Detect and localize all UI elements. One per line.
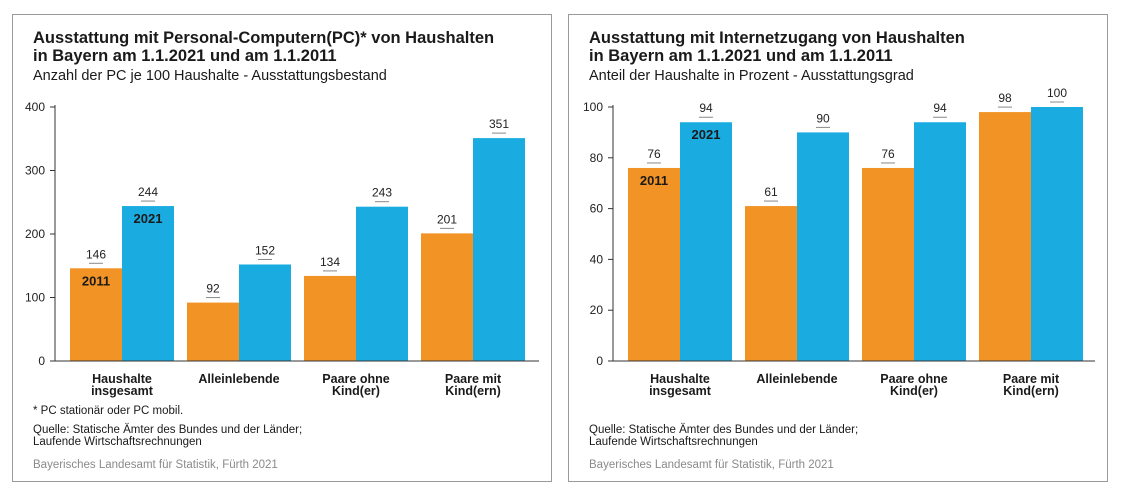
series-label-2021: 2021 (134, 211, 163, 226)
internet-bar-chart: 0 20 40 60 80 100 76 2011 94 2021 Haushalteinsgesa… (583, 86, 1095, 398)
data-label: 351 (489, 117, 509, 131)
y-tick-label: 100 (25, 291, 45, 305)
data-label: 76 (881, 147, 895, 161)
category-label: Kind(er) (890, 384, 938, 398)
y-tick-label: 400 (25, 100, 45, 114)
bar-2011 (979, 112, 1031, 361)
category-label: insgesamt (649, 384, 712, 398)
data-label: 92 (206, 282, 220, 296)
bar-2021 (680, 122, 732, 362)
data-label: 76 (647, 147, 661, 161)
bar-2021 (473, 138, 525, 361)
data-label: 94 (699, 101, 713, 115)
y-tick-label: 0 (596, 354, 603, 368)
data-label: 152 (255, 243, 275, 257)
bar-2011 (70, 268, 122, 361)
publisher-credit: Bayerisches Landesamt für Statistik, Für… (589, 459, 834, 471)
source-line-2: Laufende Wirtschaftsrechnungen (33, 436, 202, 448)
data-label: 243 (372, 186, 392, 200)
y-tick-label: 200 (25, 227, 45, 241)
category-label: insgesamt (91, 384, 154, 398)
internet-chart-panel: Ausstattung mit Internetzugang von Haush… (568, 14, 1108, 482)
category-label: Paare ohne (880, 372, 947, 386)
series-label-2011: 2011 (640, 173, 668, 188)
data-label: 134 (320, 255, 340, 269)
bar-2011 (628, 167, 680, 361)
bar-2011 (187, 302, 239, 361)
data-label: 146 (86, 247, 106, 261)
title-line-1: Ausstattung mit Internetzugang von Haush… (589, 29, 965, 47)
chart-title: Ausstattung mit Internetzugang von Haush… (589, 29, 1099, 65)
y-tick-label: 100 (583, 100, 603, 114)
pc-chart-panel: Ausstattung mit Personal-Computern(PC)* … (12, 14, 552, 482)
pc-bar-chart: 0 100 200 300 400 146 2011 244 2021 Haushalteinsg… (25, 100, 539, 398)
data-label: 100 (1047, 86, 1067, 100)
category-label: Alleinlebende (756, 372, 837, 386)
title-line-2: in Bayern am 1.1.2021 und am 1.1.2011 (33, 47, 337, 65)
category-label: Paare mit (1003, 372, 1060, 386)
footnote: * PC stationär oder PC mobil. (33, 405, 184, 417)
data-label: 90 (816, 111, 830, 125)
source-line-1: Quelle: Statische Ämter des Bundes und d… (589, 424, 859, 436)
series-label-2011: 2011 (82, 273, 110, 288)
chart-title: Ausstattung mit Personal-Computern(PC)* … (33, 29, 543, 65)
bar-2021 (122, 206, 174, 361)
data-label: 61 (764, 185, 778, 199)
y-tick-label: 20 (590, 303, 604, 317)
data-label: 244 (138, 185, 158, 199)
bar-2021 (1031, 107, 1083, 361)
y-tick-label: 300 (25, 164, 45, 178)
category-label: Paare ohne (322, 372, 389, 386)
chart-subtitle: Anteil der Haushalte in Prozent - Aussta… (589, 68, 914, 84)
bar-2011 (421, 233, 473, 361)
bar-2021 (356, 206, 408, 361)
data-label: 94 (933, 101, 947, 115)
category-label: Haushalte (92, 372, 152, 386)
bar-2011 (862, 167, 914, 361)
category-label: Haushalte (650, 372, 710, 386)
bar-2021 (239, 264, 291, 361)
bar-2021 (914, 122, 966, 362)
category-label: Kind(er) (332, 384, 380, 398)
title-line-1: Ausstattung mit Personal-Computern(PC)* … (33, 29, 495, 47)
category-label: Kind(ern) (1003, 384, 1059, 398)
chart-subtitle: Anzahl der PC je 100 Haushalte - Ausstat… (33, 68, 387, 84)
series-label-2021: 2021 (692, 127, 721, 142)
bar-2011 (304, 275, 356, 361)
data-label: 201 (437, 212, 457, 226)
y-tick-label: 80 (590, 151, 604, 165)
y-tick-label: 40 (590, 252, 604, 266)
category-label: Alleinlebende (198, 372, 279, 386)
category-label: Paare mit (445, 372, 502, 386)
y-tick-label: 60 (590, 202, 604, 216)
category-label: Kind(ern) (445, 384, 501, 398)
source-line-1: Quelle: Statische Ämter des Bundes und d… (33, 424, 303, 436)
bar-2021 (797, 132, 849, 361)
source-line-2: Laufende Wirtschaftsrechnungen (589, 436, 758, 448)
publisher-credit: Bayerisches Landesamt für Statistik, Für… (33, 459, 278, 471)
title-line-2: in Bayern am 1.1.2021 und am 1.1.2011 (589, 47, 893, 65)
bar-2011 (745, 206, 797, 361)
data-label: 98 (998, 91, 1012, 105)
y-tick-label: 0 (38, 354, 45, 368)
